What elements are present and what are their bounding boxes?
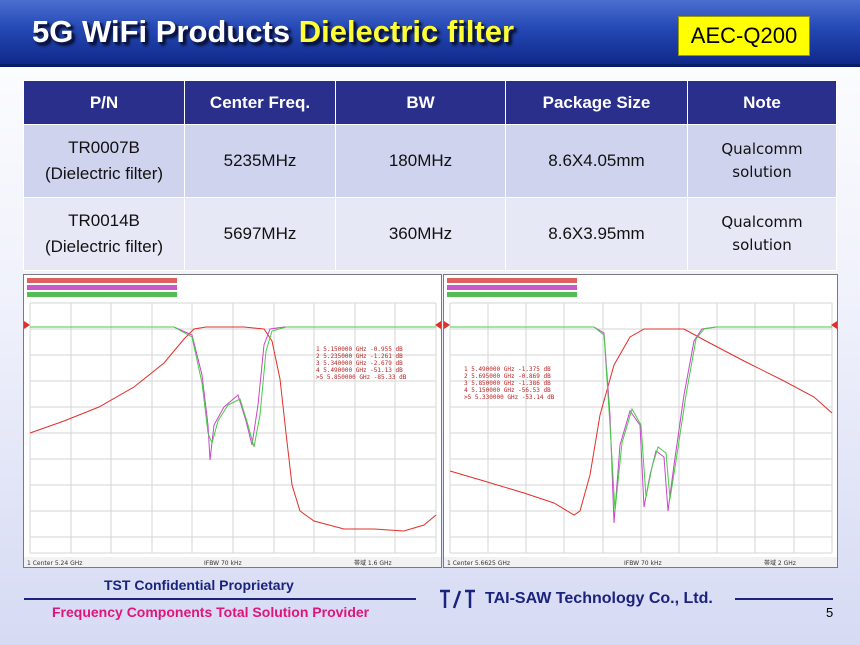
pn-value: TR0014B [68, 211, 140, 230]
legend-line-1 [27, 278, 177, 283]
reference-arrow-icon [24, 321, 30, 329]
page-number: 5 [826, 605, 834, 620]
trace-s22-green [30, 326, 436, 448]
marker-line: 3 5.850000 GHz -1.386 dB [464, 380, 551, 387]
left-marker-table: 1 5.150000 GHz -0.955 dB 2 5.235000 GHz … [316, 346, 407, 381]
cell-package: 8.6X4.05mm [505, 124, 688, 198]
left-plot-footer: 1 Center 5.24 GHz IFBW 70 kHz 帯域 1.6 GHz [27, 559, 392, 567]
marker-line: >5 5.850000 GHz -85.33 dB [316, 374, 407, 381]
plot-center-label: 1 Center 5.6625 GHz [447, 560, 510, 567]
cell-note: Qualcomm solution [687, 124, 837, 198]
legend-line-1 [447, 278, 577, 283]
note-line-2: solution [732, 163, 792, 181]
plot-center-label: 1 Center 5.24 GHz [27, 560, 82, 567]
col-header-bw: BW [335, 80, 506, 125]
right-plot-svg: 1 5.490000 GHz -1.375 dB 2 5.695000 GHz … [444, 278, 837, 567]
marker-line: 4 5.150000 GHz -56.53 dB [464, 387, 551, 394]
table-row: TR0014B (Dielectric filter) 5697MHz 360MH… [23, 197, 837, 271]
legend-line-2 [447, 285, 577, 290]
marker-line: >5 5.330000 GHz -53.14 dB [464, 394, 555, 401]
confidential-label: TST Confidential Proprietary [104, 577, 294, 593]
marker-line: 1 5.150000 GHz -0.955 dB [316, 346, 403, 353]
slide-title: 5G WiFi Products Dielectric filter [32, 14, 514, 50]
title-main: 5G WiFi Products [32, 14, 299, 49]
col-header-center-freq: Center Freq. [184, 80, 336, 125]
trace-s21-red [449, 328, 833, 516]
col-header-note: Note [687, 80, 837, 125]
marker-line: 4 5.490000 GHz -51.13 dB [316, 367, 403, 374]
cell-bw: 180MHz [335, 124, 506, 198]
right-response-plot: 1 5.490000 GHz -1.375 dB 2 5.695000 GHz … [443, 274, 838, 568]
marker-line: 2 5.235000 GHz -1.261 dB [316, 353, 403, 360]
left-plot-svg: 1 5.150000 GHz -0.955 dB 2 5.235000 GHz … [24, 278, 441, 567]
plot-ifbw-label: IFBW 70 kHz [624, 560, 662, 567]
slide-header: 5G WiFi Products Dielectric filter AEC-Q… [0, 0, 860, 67]
marker-line: 2 5.695000 GHz -0.869 dB [464, 373, 551, 380]
plot-span-label: 帯域 1.6 GHz [354, 559, 392, 567]
reference-arrow-icon [831, 321, 837, 329]
spec-table: P/N Center Freq. BW Package Size Note TR… [23, 80, 837, 271]
title-highlight: Dielectric filter [298, 14, 515, 49]
cell-center-freq: 5697MHz [184, 197, 336, 271]
table-row: TR0007B (Dielectric filter) 5235MHz 180MH… [23, 124, 837, 198]
left-plot-grid [29, 302, 437, 554]
trace-s22-green [450, 326, 832, 512]
right-plot-footer-bar [444, 557, 837, 567]
pn-subtitle: (Dielectric filter) [44, 237, 164, 256]
plot-ifbw-label: IFBW 70 kHz [204, 560, 242, 567]
note-line-1: Qualcomm [721, 213, 803, 231]
reference-arrow-icon [435, 321, 441, 329]
cell-package: 8.6X3.95mm [505, 197, 688, 271]
marker-line: 3 5.340000 GHz -2.679 dB [316, 360, 403, 367]
aec-q200-badge: AEC-Q200 [678, 16, 810, 56]
cell-pn: TR0014B (Dielectric filter) [23, 197, 185, 271]
tst-logo-icon [440, 589, 475, 609]
left-plot-footer-bar [24, 557, 441, 567]
company-slogan: Frequency Components Total Solution Prov… [52, 604, 370, 620]
cell-note: Qualcomm solution [687, 197, 837, 271]
left-response-plot: 1 5.150000 GHz -0.955 dB 2 5.235000 GHz … [23, 274, 442, 568]
col-header-pn: P/N [23, 80, 185, 125]
plot-span-label: 帯域 2 GHz [764, 559, 796, 567]
legend-line-3 [27, 292, 177, 297]
pn-value: TR0007B [68, 138, 140, 157]
col-header-package: Package Size [505, 80, 688, 125]
note-line-1: Qualcomm [721, 140, 803, 158]
legend-line-3 [447, 292, 577, 297]
right-marker-table: 1 5.490000 GHz -1.375 dB 2 5.695000 GHz … [464, 366, 555, 401]
footer-divider-right [735, 598, 833, 600]
right-plot-footer: 1 Center 5.6625 GHz IFBW 70 kHz 帯域 2 GHz [447, 559, 796, 567]
marker-line: 1 5.490000 GHz -1.375 dB [464, 366, 551, 373]
pn-subtitle: (Dielectric filter) [44, 164, 164, 183]
cell-pn: TR0007B (Dielectric filter) [23, 124, 185, 198]
reference-arrow-icon [444, 321, 450, 329]
company-name: TAI-SAW Technology Co., Ltd. [485, 590, 713, 607]
cell-bw: 360MHz [335, 197, 506, 271]
table-header-row: P/N Center Freq. BW Package Size Note [23, 80, 837, 125]
trace-s21-red [29, 326, 437, 532]
footer-divider-left [24, 598, 416, 600]
note-line-2: solution [732, 236, 792, 254]
cell-center-freq: 5235MHz [184, 124, 336, 198]
legend-line-2 [27, 285, 177, 290]
trace-s11-magenta [30, 326, 436, 461]
